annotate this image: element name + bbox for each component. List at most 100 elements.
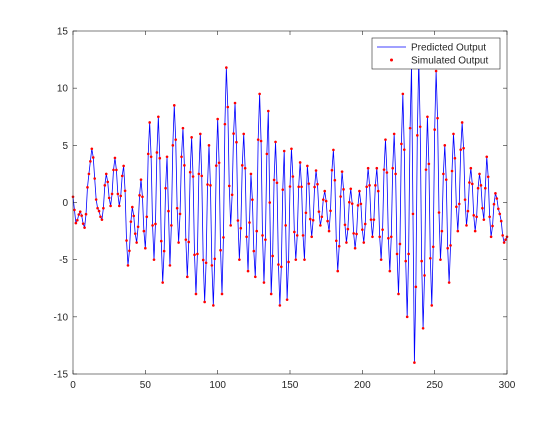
- data-point: [77, 213, 81, 216]
- data-point: [223, 122, 227, 126]
- data-point: [107, 196, 111, 200]
- data-point: [329, 209, 332, 213]
- data-point: [282, 149, 286, 153]
- data-point: [125, 239, 128, 242]
- data-point: [300, 185, 303, 189]
- data-point: [303, 258, 306, 261]
- data-point: [405, 315, 409, 319]
- data-point: [398, 242, 402, 246]
- data-point: [191, 175, 195, 178]
- data-point: [91, 156, 95, 159]
- x-tick-label: 200: [354, 380, 371, 391]
- data-point: [387, 236, 390, 240]
- data-point: [311, 218, 315, 222]
- data-point: [459, 148, 463, 151]
- data-point: [268, 201, 272, 204]
- data-point: [362, 241, 366, 244]
- data-point: [78, 210, 82, 213]
- data-point: [486, 175, 490, 179]
- data-point: [203, 300, 206, 304]
- y-tick-label: 15: [57, 27, 69, 38]
- data-point: [482, 218, 486, 221]
- data-point: [214, 164, 218, 167]
- data-point: [207, 144, 211, 147]
- data-point: [465, 224, 468, 227]
- series-layer: [71, 58, 509, 364]
- data-point: [378, 235, 381, 239]
- data-point: [157, 115, 160, 119]
- data-point: [352, 232, 355, 235]
- data-point: [504, 238, 507, 241]
- data-point: [213, 257, 217, 261]
- data-point: [342, 188, 345, 191]
- data-point: [117, 204, 121, 208]
- data-point: [210, 264, 214, 267]
- data-point: [388, 269, 392, 273]
- data-point: [463, 198, 467, 201]
- x-tick-label: 0: [70, 380, 76, 391]
- legend-marker-simulated: [390, 58, 393, 62]
- data-point: [313, 185, 316, 189]
- data-point: [416, 134, 419, 137]
- data-point: [262, 281, 266, 284]
- data-point: [235, 140, 238, 144]
- data-point: [138, 194, 141, 197]
- data-point: [172, 104, 176, 107]
- data-point: [481, 206, 484, 210]
- data-point: [492, 202, 496, 206]
- data-point: [246, 269, 250, 273]
- data-point: [240, 164, 244, 167]
- data-point: [460, 121, 464, 124]
- data-point: [277, 263, 280, 266]
- data-point: [446, 246, 449, 250]
- data-point: [180, 155, 183, 159]
- data-point: [99, 215, 102, 219]
- y-tick-label: 5: [62, 141, 68, 152]
- data-point: [319, 224, 322, 227]
- data-point: [100, 218, 104, 221]
- data-point: [494, 192, 497, 195]
- data-point: [430, 304, 434, 307]
- data-point: [332, 148, 335, 152]
- data-point: [397, 292, 400, 296]
- data-point: [238, 258, 241, 261]
- data-point: [264, 238, 267, 241]
- data-point: [301, 234, 305, 237]
- data-point: [248, 221, 251, 224]
- data-point: [83, 226, 86, 229]
- data-point: [209, 184, 212, 187]
- data-point: [316, 182, 319, 186]
- data-point: [401, 92, 405, 96]
- data-point: [278, 304, 282, 307]
- data-point: [333, 178, 337, 182]
- data-point: [400, 142, 403, 146]
- data-point: [345, 241, 348, 244]
- data-point: [167, 209, 170, 213]
- data-point: [249, 172, 253, 176]
- data-point: [122, 164, 125, 168]
- data-point: [288, 185, 292, 188]
- data-point: [411, 212, 415, 216]
- data-point: [437, 211, 441, 214]
- data-point: [491, 224, 494, 228]
- data-point: [498, 212, 502, 216]
- y-tick-label: 0: [62, 198, 68, 209]
- data-point: [355, 232, 358, 236]
- data-point: [431, 245, 435, 249]
- data-point: [194, 292, 198, 296]
- data-point: [256, 138, 260, 141]
- data-point: [323, 189, 327, 193]
- data-point: [466, 209, 470, 213]
- data-point: [159, 239, 163, 243]
- data-point: [93, 177, 96, 180]
- data-point: [349, 187, 353, 191]
- data-point: [175, 206, 179, 210]
- data-point: [369, 218, 373, 221]
- data-point: [197, 172, 201, 176]
- data-point: [271, 254, 274, 258]
- data-point: [110, 192, 114, 196]
- data-point: [232, 132, 235, 135]
- data-point: [109, 204, 112, 208]
- data-point: [97, 209, 101, 213]
